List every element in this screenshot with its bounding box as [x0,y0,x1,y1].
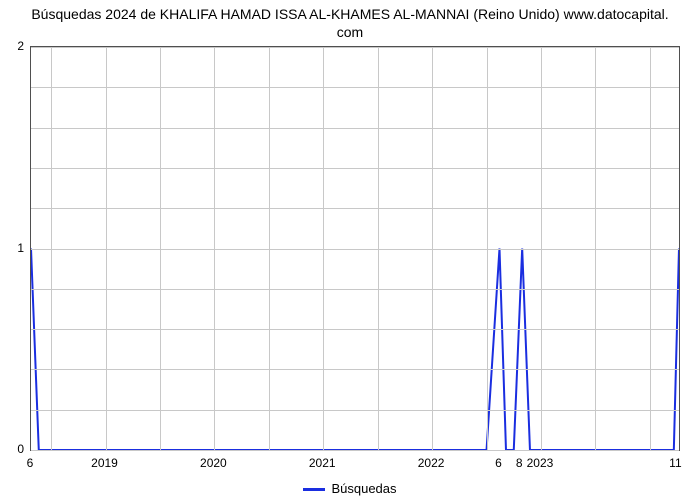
plot-area [30,46,680,451]
chart-title-line2: com [337,24,363,40]
gridline-vertical [160,47,161,450]
data-value-label: 6 [495,456,502,470]
y-tick-label: 2 [4,39,24,53]
gridline-vertical [214,47,215,450]
chart-container: { "chart": { "type": "line", "title_line… [0,0,700,500]
gridline-horizontal [31,369,679,370]
x-tick-label: 2021 [309,456,336,470]
gridline-vertical [378,47,379,450]
legend: Búsquedas [0,481,700,496]
gridline-vertical [269,47,270,450]
data-value-label: 11 [669,456,681,470]
gridline-horizontal [31,87,679,88]
legend-label: Búsquedas [331,481,396,496]
data-value-label: 6 [27,456,34,470]
gridline-horizontal [31,47,679,48]
gridline-horizontal [31,329,679,330]
series-line [31,249,679,451]
gridline-horizontal [31,410,679,411]
gridline-vertical [487,47,488,450]
chart-title: Búsquedas 2024 de KHALIFA HAMAD ISSA AL-… [0,6,700,41]
gridline-vertical [650,47,651,450]
y-tick-label: 1 [4,241,24,255]
x-tick-label: 2023 [527,456,554,470]
gridline-horizontal [31,208,679,209]
gridline-vertical [541,47,542,450]
x-tick-label: 2019 [91,456,118,470]
gridline-horizontal [31,249,679,250]
gridline-vertical [595,47,596,450]
gridline-vertical [323,47,324,450]
x-tick-label: 2022 [418,456,445,470]
legend-swatch [303,488,325,491]
gridline-horizontal [31,289,679,290]
gridline-vertical [51,47,52,450]
gridline-vertical [106,47,107,450]
gridline-horizontal [31,168,679,169]
gridline-horizontal [31,450,679,451]
y-tick-label: 0 [4,442,24,456]
gridline-horizontal [31,128,679,129]
x-tick-label: 2020 [200,456,227,470]
data-value-label: 8 [516,456,523,470]
gridline-vertical [432,47,433,450]
chart-title-line1: Búsquedas 2024 de KHALIFA HAMAD ISSA AL-… [31,6,668,22]
